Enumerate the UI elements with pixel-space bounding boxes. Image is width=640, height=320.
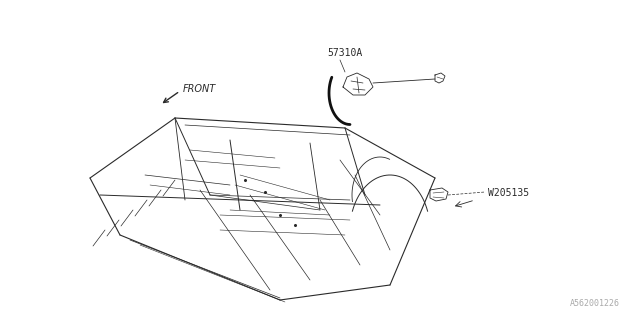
Text: FRONT: FRONT (183, 84, 216, 94)
Text: W205135: W205135 (488, 188, 529, 198)
Text: 57310A: 57310A (328, 48, 363, 58)
Text: A562001226: A562001226 (570, 299, 620, 308)
